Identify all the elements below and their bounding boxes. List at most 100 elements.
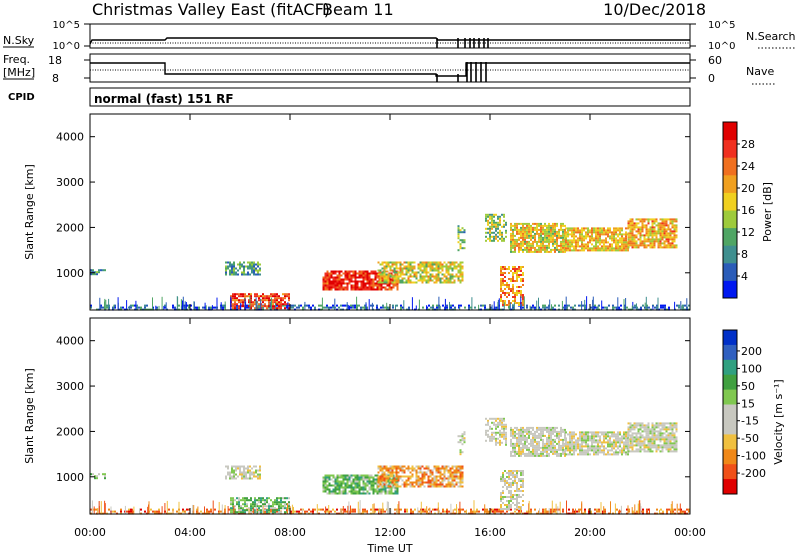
- data-cell-velocity: [565, 447, 567, 449]
- plot-title: Christmas Valley East (fitACF): [92, 0, 330, 19]
- data-cell-power: [326, 305, 328, 307]
- data-cell-power: [237, 264, 239, 266]
- data-cell-power: [384, 262, 386, 264]
- data-cell-power: [664, 218, 666, 220]
- data-cell-power: [367, 273, 369, 275]
- data-cell-power: [526, 247, 528, 249]
- data-cell-power: [502, 300, 504, 302]
- data-cell-power: [512, 245, 514, 247]
- data-cell-power: [630, 230, 632, 232]
- data-cell-velocity: [448, 470, 450, 472]
- data-cell-power: [422, 276, 424, 278]
- ground-scatter-power: [509, 306, 510, 311]
- data-cell-velocity: [593, 445, 595, 447]
- data-cell-power: [613, 241, 615, 243]
- data-cell-velocity: [430, 474, 432, 476]
- data-cell-power: [650, 226, 652, 228]
- data-cell-power: [546, 235, 548, 237]
- data-cell-power: [424, 264, 426, 266]
- data-cell-power: [540, 233, 542, 235]
- data-cell-power: [585, 243, 587, 245]
- data-cell-power: [359, 273, 361, 275]
- data-cell-velocity: [495, 420, 497, 422]
- data-cell-velocity: [544, 455, 546, 457]
- data-cell-velocity: [550, 431, 552, 433]
- data-cell-velocity: [343, 475, 345, 477]
- data-cell-power: [597, 235, 599, 237]
- data-cell-power: [400, 272, 402, 274]
- data-cell-power: [583, 249, 585, 251]
- data-cell-power: [595, 241, 597, 243]
- data-cell-power: [349, 271, 351, 273]
- data-cell-velocity: [587, 435, 589, 437]
- data-cell-power: [398, 276, 400, 278]
- data-cell-velocity: [552, 451, 554, 453]
- data-cell-velocity: [597, 451, 599, 453]
- data-cell-velocity: [491, 428, 493, 430]
- data-cell-velocity: [400, 468, 402, 470]
- data-cell-power: [508, 294, 510, 296]
- power-cbar-label: Power [dB]: [761, 182, 774, 242]
- data-cell-power: [510, 227, 512, 229]
- data-cell-velocity: [503, 426, 505, 428]
- data-cell-velocity: [332, 509, 334, 511]
- data-cell-velocity: [500, 506, 502, 508]
- data-cell-power: [493, 216, 495, 218]
- data-cell-velocity: [408, 480, 410, 482]
- data-cell-power: [458, 241, 460, 243]
- data-cell-velocity: [508, 500, 510, 502]
- data-cell-velocity: [379, 491, 381, 493]
- data-cell-power: [450, 262, 452, 264]
- data-cell-velocity: [250, 509, 252, 511]
- data-cell-velocity: [518, 449, 520, 451]
- data-cell-power: [599, 227, 601, 229]
- data-cell-power: [658, 224, 660, 226]
- data-cell-power: [335, 271, 337, 273]
- data-cell-velocity: [506, 506, 508, 508]
- data-cell-power: [351, 281, 353, 283]
- data-cell-power: [243, 266, 245, 268]
- data-cell-velocity: [569, 443, 571, 445]
- data-cell-velocity: [558, 455, 560, 457]
- data-cell-power: [243, 270, 245, 272]
- data-cell-velocity: [249, 472, 251, 474]
- data-cell-velocity: [617, 445, 619, 447]
- data-cell-velocity: [532, 449, 534, 451]
- data-cell-velocity: [504, 508, 506, 510]
- data-cell-velocity: [558, 433, 560, 435]
- data-cell-velocity: [276, 501, 278, 503]
- data-cell-velocity: [234, 499, 236, 501]
- data-cell-velocity: [416, 476, 418, 478]
- data-cell-power: [514, 294, 516, 296]
- data-cell-power: [552, 237, 554, 239]
- data-cell-velocity: [237, 468, 239, 470]
- data-cell-power: [646, 244, 648, 246]
- data-cell-velocity: [505, 438, 507, 440]
- data-cell-velocity: [430, 486, 432, 488]
- data-cell-power: [587, 235, 589, 237]
- data-cell-velocity: [331, 475, 333, 477]
- data-cell-velocity: [454, 509, 456, 511]
- data-cell-velocity: [395, 489, 397, 491]
- data-cell-power: [530, 237, 532, 239]
- data-cell-power: [365, 275, 367, 277]
- data-cell-velocity: [424, 511, 426, 513]
- data-cell-velocity: [438, 468, 440, 470]
- data-cell-velocity: [246, 505, 248, 507]
- data-cell-power: [432, 264, 434, 266]
- data-cell-velocity: [601, 433, 603, 435]
- data-cell-power: [646, 226, 648, 228]
- data-cell-power: [432, 276, 434, 278]
- data-cell-power: [554, 225, 556, 227]
- data-cell-velocity: [609, 449, 611, 451]
- data-cell-power: [406, 274, 408, 276]
- data-cell-velocity: [408, 476, 410, 478]
- ground-scatter-power: [395, 305, 396, 310]
- data-cell-power: [345, 273, 347, 275]
- data-cell-velocity: [231, 466, 233, 468]
- data-cell-power: [654, 246, 656, 248]
- data-cell-velocity: [345, 479, 347, 481]
- data-cell-power: [623, 233, 625, 235]
- data-cell-velocity: [491, 432, 493, 434]
- data-cell-power: [343, 289, 345, 291]
